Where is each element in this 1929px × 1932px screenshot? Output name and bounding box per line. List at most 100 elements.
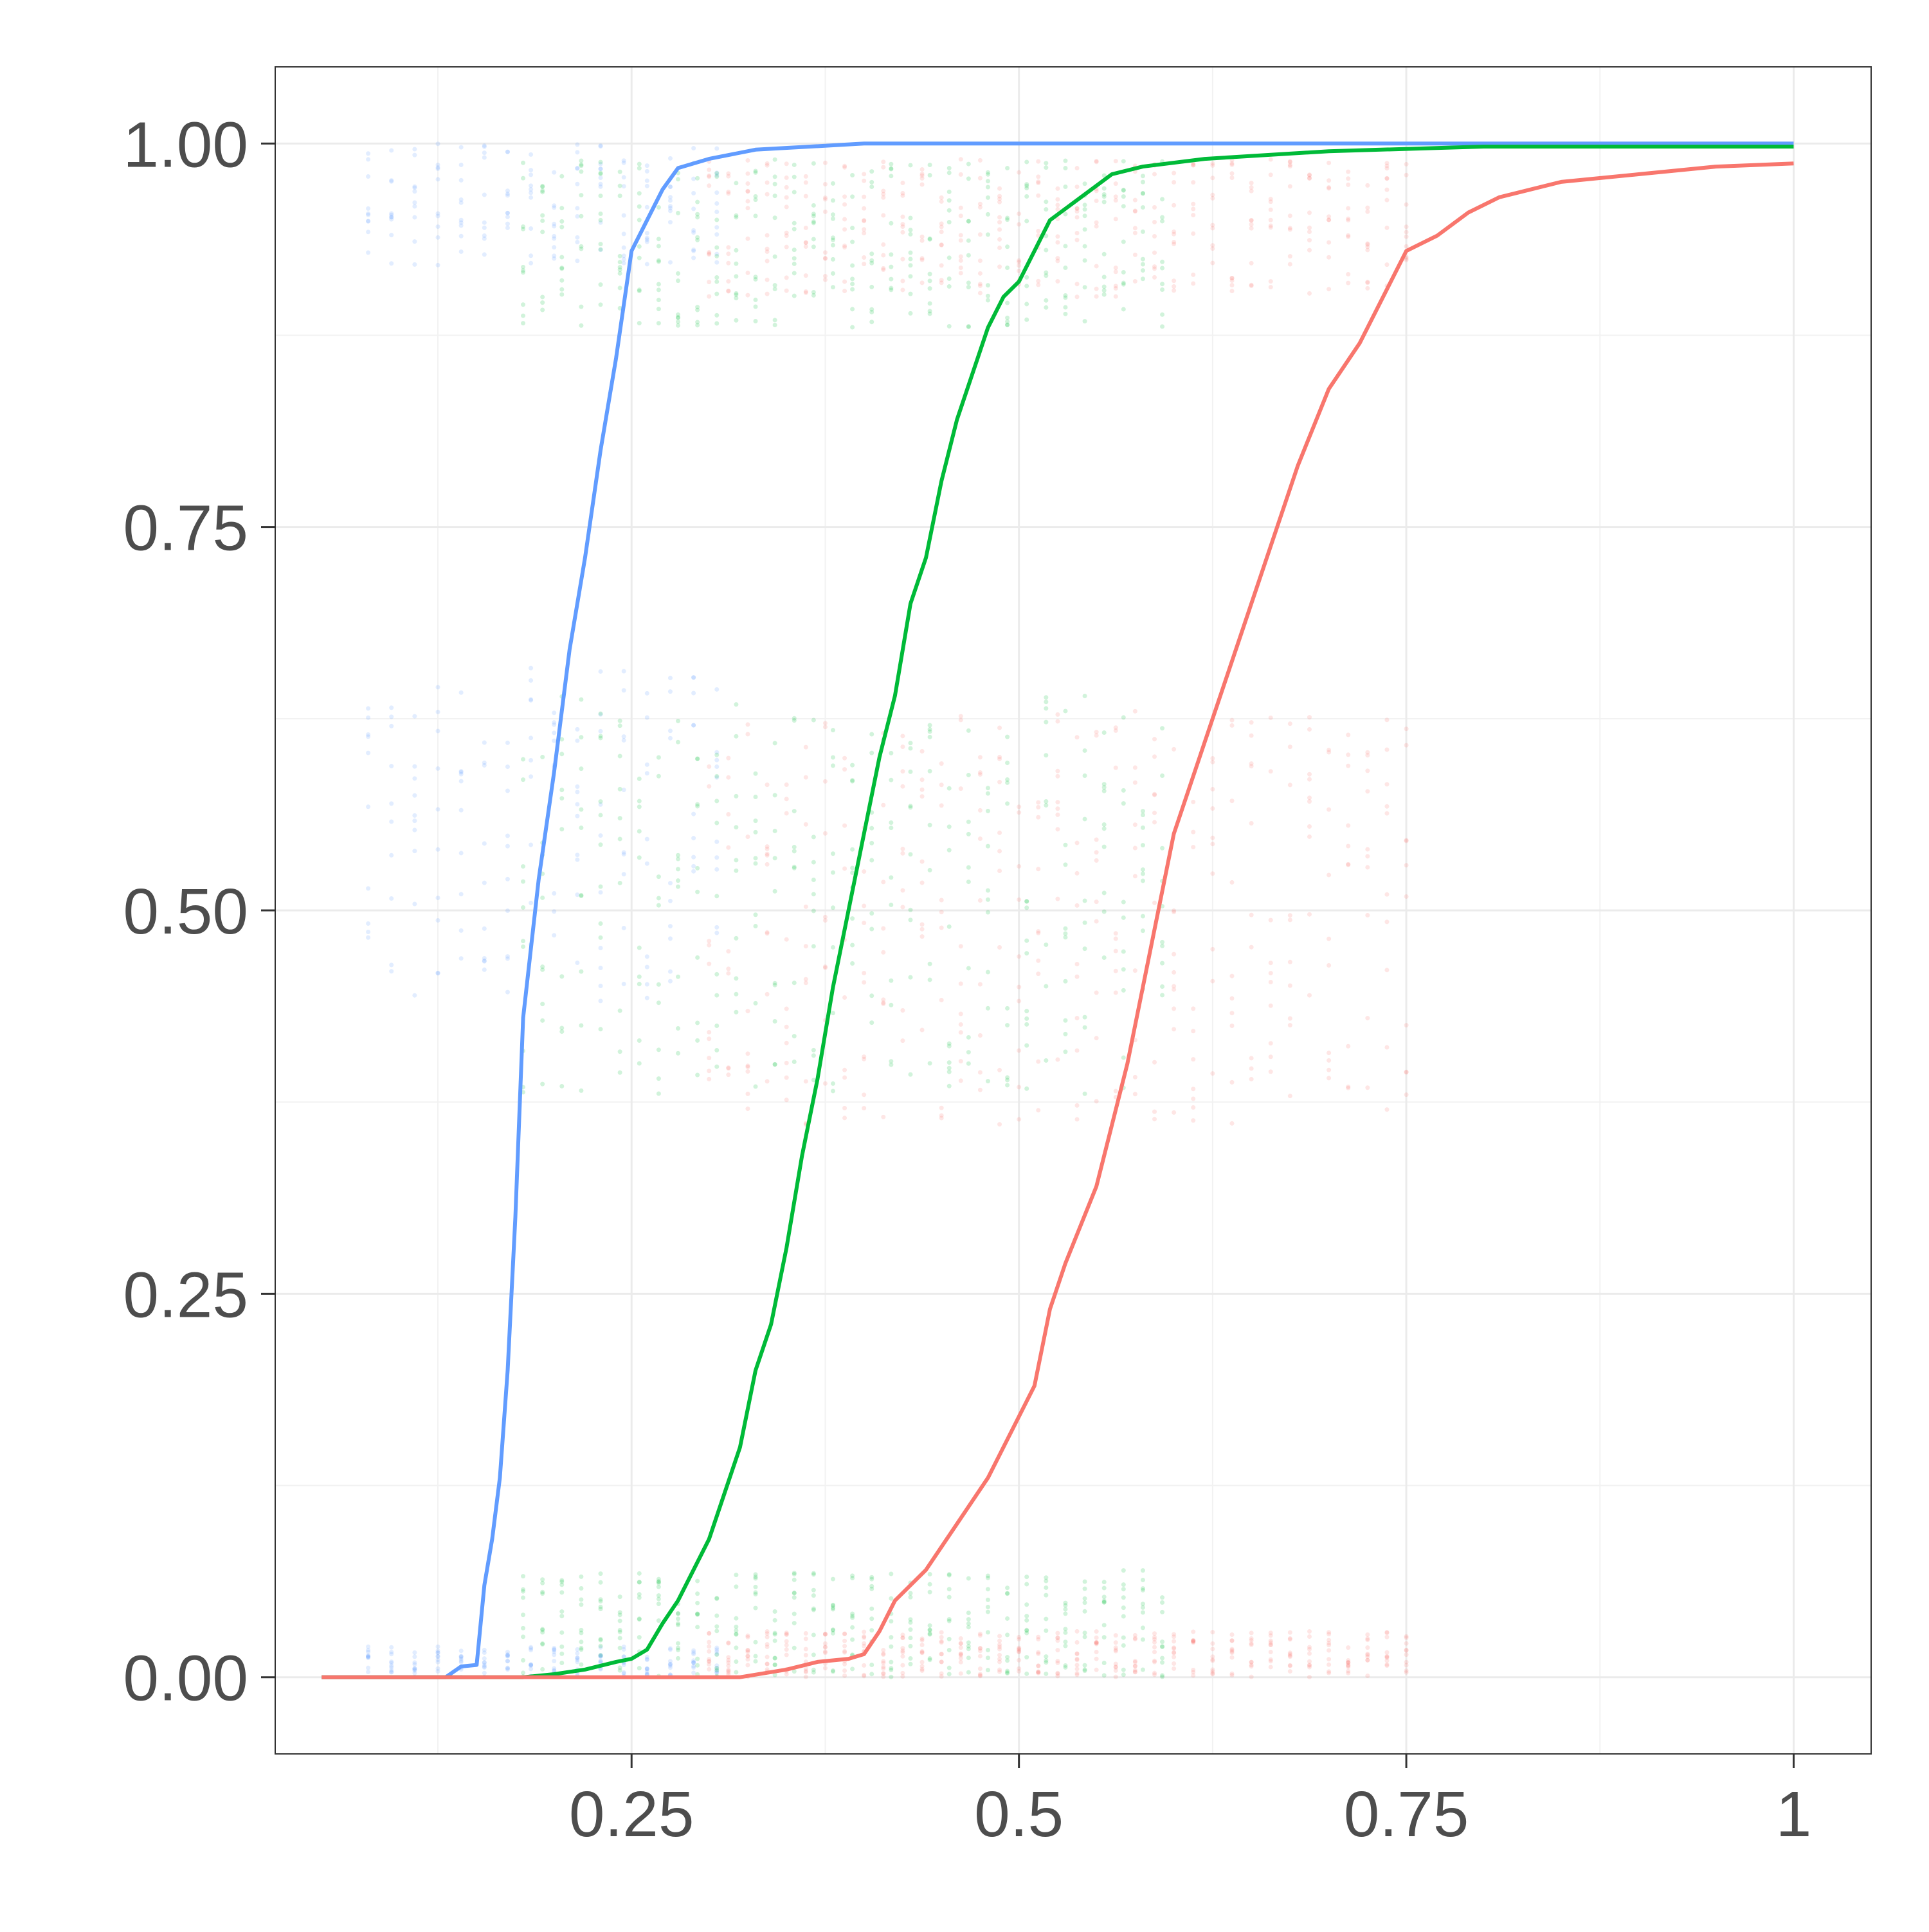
scatter-point: [1249, 1663, 1254, 1668]
scatter-point: [552, 720, 557, 725]
scatter-point: [1191, 845, 1196, 850]
scatter-point: [691, 854, 696, 860]
scatter-point: [1346, 1670, 1351, 1675]
scatter-point: [714, 1670, 720, 1675]
scatter-point: [958, 238, 963, 243]
scatter-point: [1404, 838, 1409, 843]
scatter-point: [1074, 215, 1080, 220]
scatter-point: [617, 253, 622, 258]
scatter-point: [714, 291, 720, 296]
scatter-point: [575, 1655, 580, 1660]
scatter-point: [366, 732, 371, 737]
scatter-point: [753, 1084, 758, 1089]
scatter-point: [745, 158, 750, 163]
scatter-point: [389, 723, 394, 728]
scatter-point: [1365, 244, 1370, 249]
scatter-point: [598, 1666, 603, 1672]
scatter-point: [714, 1624, 720, 1629]
scatter-point: [966, 324, 971, 329]
scatter-point: [734, 976, 739, 981]
scatter-point: [811, 212, 816, 217]
scatter-point: [621, 245, 626, 250]
scatter-point: [389, 1665, 394, 1670]
scatter-point: [1191, 1670, 1196, 1675]
scatter-point: [656, 237, 661, 242]
scatter-point: [822, 1081, 828, 1086]
scatter-point: [830, 235, 835, 240]
scatter-point: [1094, 919, 1099, 924]
scatter-point: [966, 819, 971, 824]
scatter-point: [714, 1652, 720, 1657]
scatter-point: [803, 1636, 808, 1641]
scatter-point: [997, 725, 1002, 730]
scatter-point: [734, 702, 739, 707]
scatter-point: [667, 1646, 673, 1651]
scatter-point: [869, 1606, 874, 1611]
scatter-point: [1160, 943, 1165, 948]
scatter-point: [552, 1645, 557, 1650]
scatter-point: [1074, 1629, 1080, 1634]
scatter-point: [389, 896, 394, 901]
scatter-point: [726, 775, 731, 780]
scatter-point: [1172, 1645, 1177, 1650]
scatter-point: [765, 1634, 770, 1639]
scatter-point: [598, 144, 603, 149]
scatter-point: [1140, 1568, 1145, 1573]
scatter-point: [598, 669, 603, 674]
scatter-point: [753, 829, 758, 835]
scatter-point: [598, 248, 603, 253]
scatter-point: [1063, 1627, 1068, 1632]
scatter-point: [552, 933, 557, 938]
scatter-point: [792, 865, 797, 871]
scatter-point: [389, 212, 394, 217]
scatter-point: [637, 974, 642, 979]
scatter-point: [412, 185, 417, 190]
scatter-point: [908, 1627, 913, 1632]
scatter-point: [889, 1002, 894, 1007]
scatter-point: [435, 1659, 440, 1665]
scatter-point: [1268, 225, 1273, 230]
scatter-point: [753, 1575, 758, 1580]
scatter-point: [676, 323, 681, 328]
scatter-point: [707, 943, 712, 948]
scatter-point: [637, 166, 642, 171]
scatter-point: [412, 1667, 417, 1672]
scatter-point: [559, 1651, 565, 1656]
scatter-point: [505, 1667, 510, 1672]
scatter-point: [1307, 1651, 1312, 1656]
scatter-point: [985, 791, 990, 796]
scatter-point: [1327, 178, 1332, 183]
scatter-point: [1044, 984, 1049, 989]
scatter-point: [505, 764, 510, 770]
scatter-point: [958, 1641, 963, 1646]
scatter-point: [1132, 226, 1137, 231]
scatter-point: [862, 231, 867, 236]
scatter-point: [842, 1648, 847, 1654]
scatter-point: [1101, 788, 1107, 793]
scatter-point: [734, 793, 739, 799]
scatter-point: [714, 1663, 720, 1668]
scatter-point: [505, 1665, 510, 1670]
scatter-point: [900, 734, 905, 739]
scatter-point: [691, 1660, 696, 1665]
scatter-point: [803, 240, 808, 245]
scatter-point: [482, 967, 487, 972]
scatter-point: [1384, 811, 1390, 816]
scatter-point: [598, 184, 603, 189]
scatter-point: [1287, 1663, 1292, 1668]
scatter-point: [803, 225, 808, 230]
scatter-point: [1063, 212, 1068, 217]
scatter-point: [1172, 203, 1177, 208]
scatter-point: [707, 961, 712, 966]
scatter-point: [505, 214, 510, 219]
scatter-point: [1044, 1058, 1049, 1063]
scatter-point: [985, 1656, 990, 1661]
scatter-point: [505, 1652, 510, 1657]
scatter-point: [644, 231, 649, 236]
scatter-point: [966, 880, 971, 885]
scatter-point: [1094, 1099, 1099, 1104]
scatter-point: [1024, 317, 1029, 322]
scatter-point: [1121, 949, 1126, 954]
scatter-point: [1346, 844, 1351, 849]
scatter-point: [1249, 720, 1254, 725]
